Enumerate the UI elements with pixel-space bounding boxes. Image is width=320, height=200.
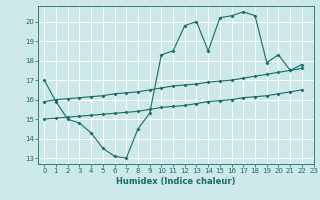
X-axis label: Humidex (Indice chaleur): Humidex (Indice chaleur) [116, 177, 236, 186]
